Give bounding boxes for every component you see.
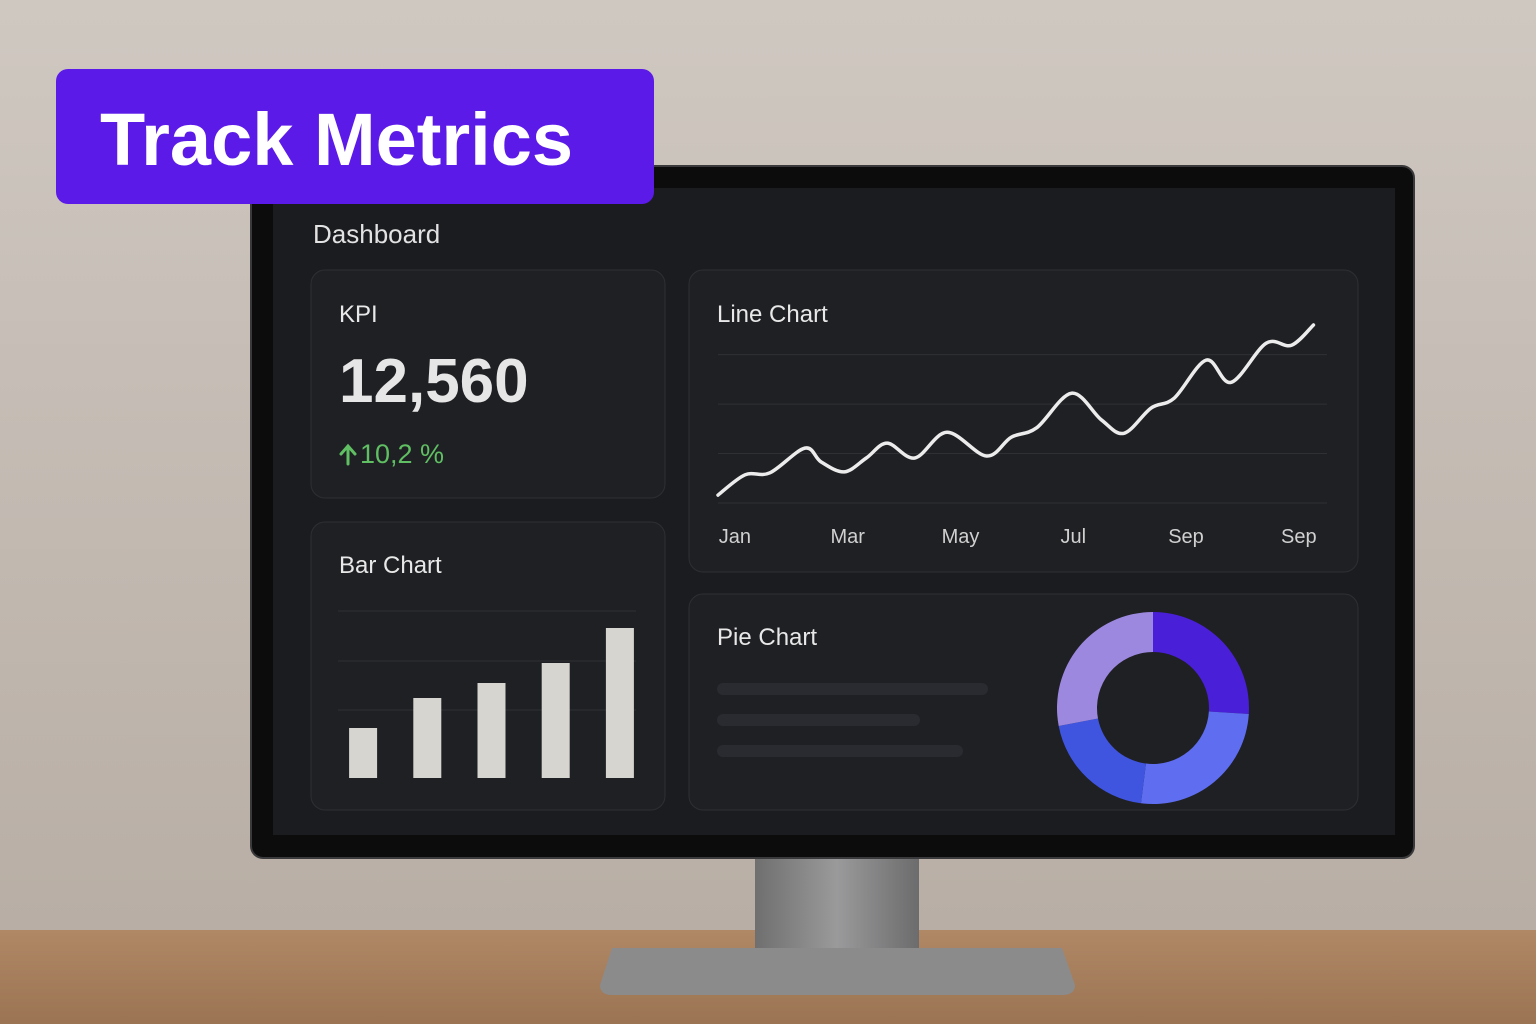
- donut-segment: [1057, 612, 1153, 726]
- x-tick-label: Mar: [830, 526, 865, 548]
- bar: [541, 663, 570, 778]
- kpi-change: 10,2 %: [360, 439, 444, 469]
- bar: [413, 698, 442, 778]
- up-arrow-icon: [339, 443, 357, 466]
- x-tick-label: Sep: [1281, 526, 1317, 548]
- legend-placeholder: [717, 745, 963, 757]
- donut-segment: [1058, 718, 1146, 804]
- x-tick-label: May: [942, 526, 980, 548]
- bar: [477, 683, 506, 778]
- x-tick-label: Jul: [1060, 526, 1086, 548]
- chart-title: Line Chart: [717, 301, 828, 328]
- kpi-value: 12,560: [339, 347, 529, 416]
- bar: [605, 628, 634, 778]
- chart-title: Bar Chart: [339, 552, 442, 579]
- donut-segment: [1153, 612, 1249, 715]
- title-badge: [56, 69, 654, 204]
- legend-placeholder: [717, 714, 920, 726]
- page-title: Track Metrics: [100, 98, 573, 181]
- line-series: [716, 323, 1316, 497]
- stand-base: [600, 948, 1075, 995]
- x-tick-label: Jan: [719, 526, 751, 548]
- bar-panel: [310, 521, 666, 811]
- stand-neck: [755, 850, 919, 948]
- kpi-panel: [310, 269, 666, 499]
- line-panel: [688, 269, 1359, 573]
- x-tick-label: Sep: [1168, 526, 1204, 548]
- donut-segment: [1140, 711, 1249, 804]
- bar: [349, 728, 378, 778]
- chart-title: Pie Chart: [717, 624, 817, 651]
- kpi-label: KPI: [339, 301, 378, 328]
- legend-placeholder: [717, 683, 988, 695]
- dashboard-title: Dashboard: [313, 219, 440, 249]
